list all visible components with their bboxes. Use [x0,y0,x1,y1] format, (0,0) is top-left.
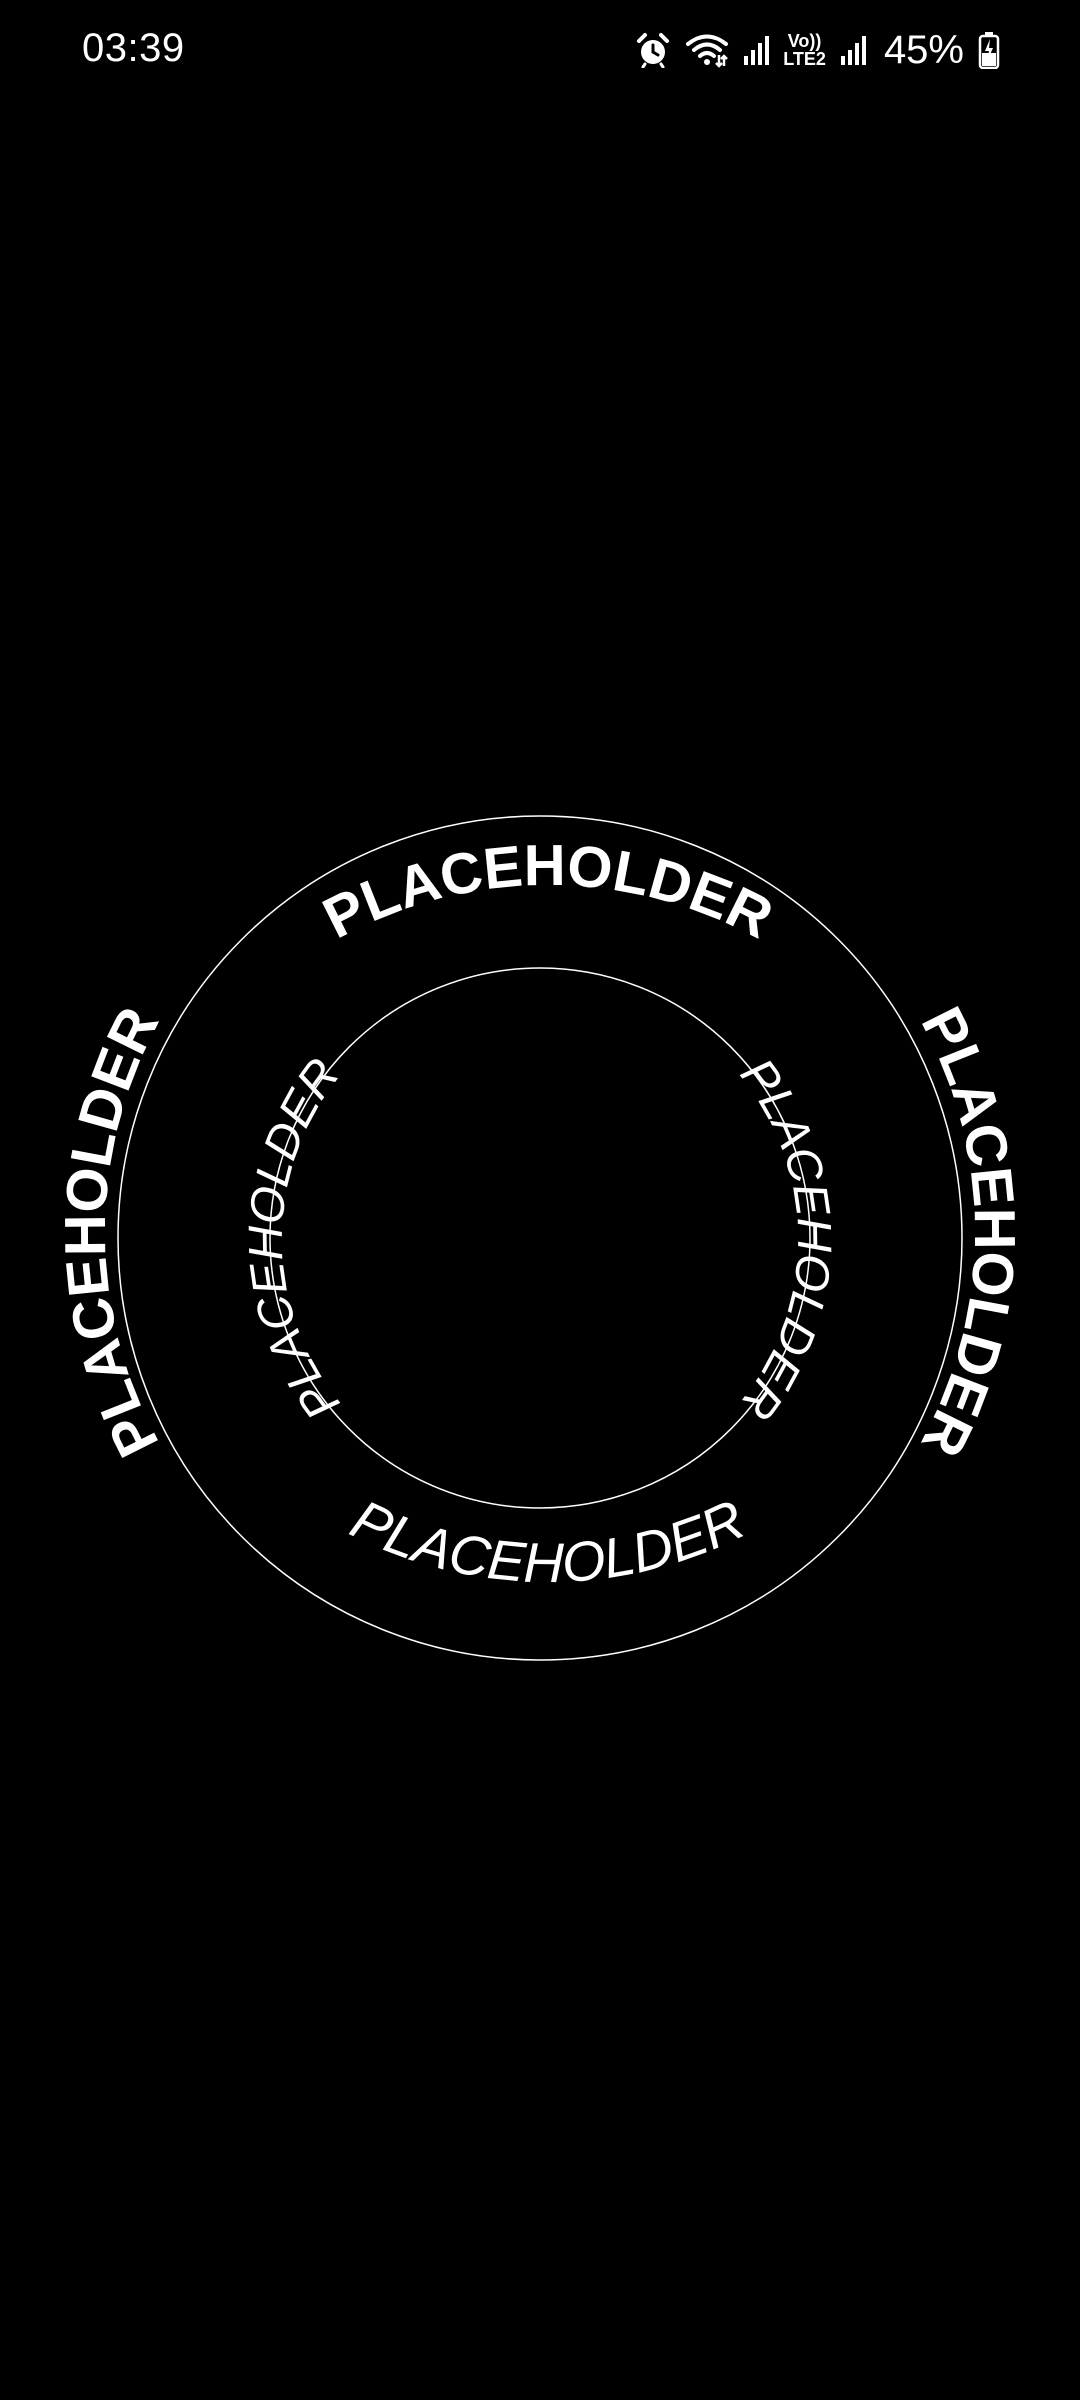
status-icons: Vo)) LTE2 45% [635,22,1000,78]
status-time: 03:39 [82,26,185,70]
battery-percent: 45% [883,27,964,72]
outer-top-label: PLACEHOLDER [313,833,783,951]
lte2-text: LTE2 [783,49,826,69]
signal-icon [743,34,770,66]
wifi-icon [685,31,729,69]
inner-left-label: PLACEHOLDER [240,1049,350,1429]
outer-ring [117,815,963,1661]
battery-charging-icon [978,31,1000,69]
volte-text: Vo)) [787,31,822,51]
alarm-icon [635,32,671,68]
inner-right-label: PLACEHOLDER [730,1049,840,1429]
signal-icon [840,34,866,66]
volte-lte2-label: Vo)) LTE2 [783,32,826,68]
outer-bottom-label: PLACEHOLDER [342,1487,754,1594]
inner-ring [269,967,811,1509]
status-bar: 03:39 [0,0,1080,104]
